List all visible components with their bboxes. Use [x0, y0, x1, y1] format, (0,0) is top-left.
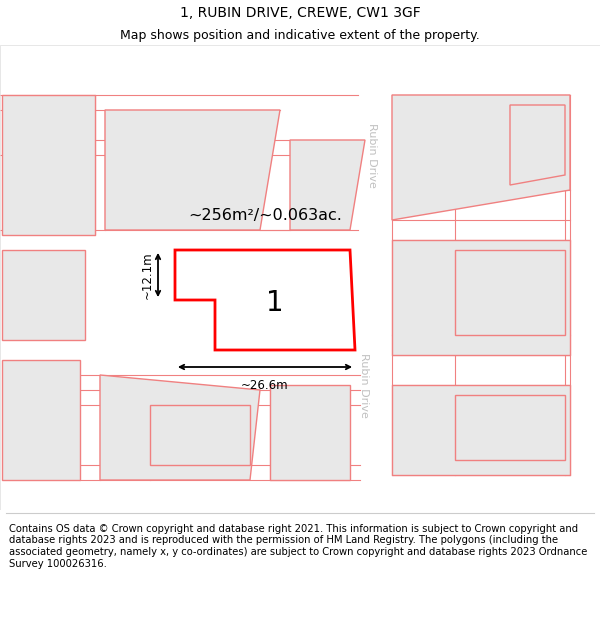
Polygon shape [100, 375, 260, 480]
Text: ~12.1m: ~12.1m [141, 251, 154, 299]
Polygon shape [356, 45, 390, 255]
Text: Rubin Drive: Rubin Drive [359, 352, 369, 418]
Polygon shape [2, 360, 80, 480]
Polygon shape [392, 95, 570, 220]
Text: 1, RUBIN DRIVE, CREWE, CW1 3GF: 1, RUBIN DRIVE, CREWE, CW1 3GF [179, 6, 421, 19]
Polygon shape [2, 95, 95, 235]
Polygon shape [392, 385, 570, 475]
Polygon shape [270, 385, 350, 480]
Polygon shape [2, 250, 85, 340]
Text: Contains OS data © Crown copyright and database right 2021. This information is : Contains OS data © Crown copyright and d… [9, 524, 587, 569]
Polygon shape [455, 395, 565, 460]
Polygon shape [392, 240, 570, 355]
Polygon shape [175, 250, 355, 350]
Text: Rubin Drive: Rubin Drive [367, 122, 377, 188]
Polygon shape [150, 405, 250, 465]
Text: 1: 1 [266, 289, 284, 317]
Text: Map shows position and indicative extent of the property.: Map shows position and indicative extent… [120, 29, 480, 42]
Polygon shape [290, 140, 365, 230]
Polygon shape [510, 105, 565, 185]
Polygon shape [105, 110, 280, 230]
Text: ~26.6m: ~26.6m [241, 379, 289, 392]
Polygon shape [455, 250, 565, 335]
Polygon shape [348, 270, 382, 510]
Text: ~256m²/~0.063ac.: ~256m²/~0.063ac. [188, 208, 342, 223]
